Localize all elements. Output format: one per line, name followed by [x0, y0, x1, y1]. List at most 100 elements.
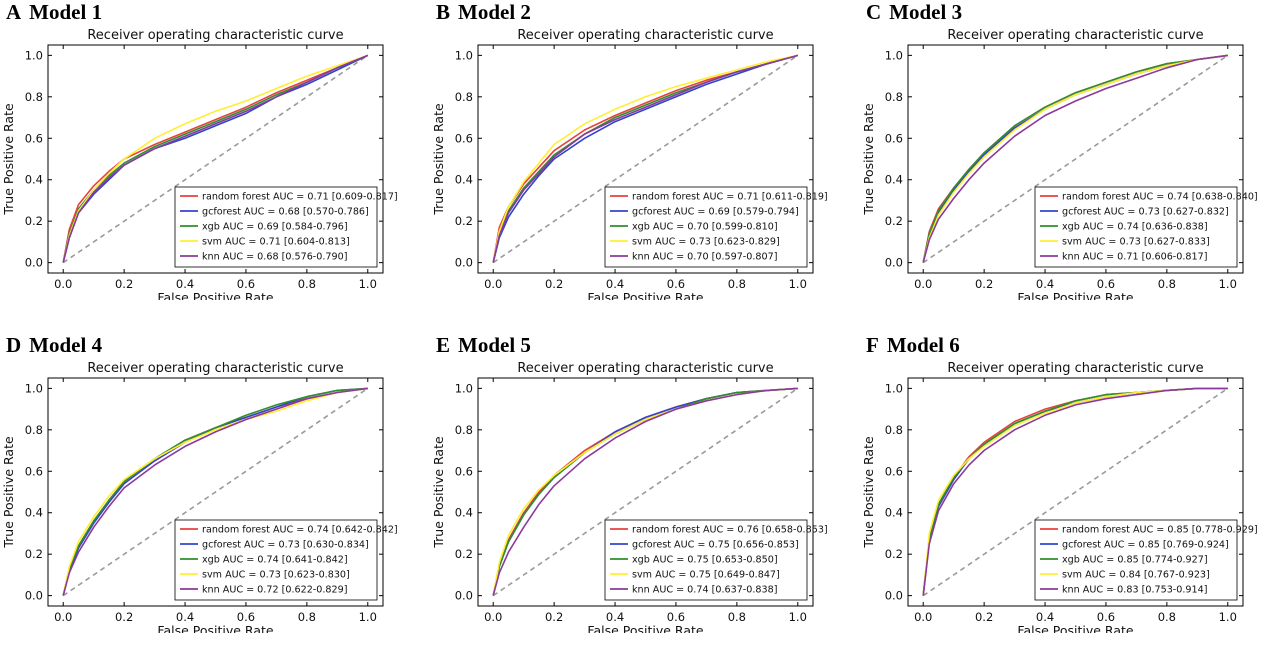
- y-axis-label: True Positive Rate: [1, 103, 16, 216]
- y-tick-label: 0.8: [455, 90, 473, 104]
- panel-letter: D: [6, 333, 22, 357]
- x-tick-label: 1.0: [789, 610, 807, 624]
- legend-entry-4: svm AUC = 0.84 [0.767-0.923]: [1062, 569, 1210, 580]
- roc-curve-2: [492, 54, 799, 263]
- legend-entry-2: gcforest AUC = 0.73 [0.627-0.832]: [1062, 206, 1229, 217]
- x-tick-label: 0.2: [545, 610, 563, 624]
- legend-box: [604, 519, 808, 601]
- x-tick-label: 0.6: [1097, 277, 1115, 291]
- legend-entry-5: knn AUC = 0.70 [0.597-0.807]: [632, 251, 777, 262]
- legend-box: [174, 186, 378, 268]
- y-axis-label: True Positive Rate: [1, 436, 16, 549]
- y-tick-label: 0.4: [885, 506, 903, 520]
- legend-entry-3: xgb AUC = 0.74 [0.641-0.842]: [202, 554, 348, 565]
- legend-entry-1: random forest AUC = 0.71 [0.611-0.819]: [632, 191, 828, 202]
- x-tick-label: 0.2: [545, 277, 563, 291]
- panel-model-name: Model 5: [458, 333, 531, 357]
- roc-panel-f: F Model 6 Receiver operating characterist…: [860, 333, 1260, 633]
- roc-chart-model-1: Receiver operating characteristic curve 0…: [1, 28, 398, 300]
- x-tick-label: 0.0: [914, 277, 932, 291]
- panel-heading: B Model 2: [436, 0, 531, 25]
- roc-curve-3: [922, 54, 1228, 263]
- legend-entry-1: random forest AUC = 0.85 [0.778-0.929]: [1062, 524, 1258, 535]
- y-axis-label: True Positive Rate: [431, 103, 446, 216]
- panel-letter: B: [436, 0, 451, 24]
- legend-entry-3: xgb AUC = 0.75 [0.653-0.850]: [632, 554, 778, 565]
- x-tick-label: 0.2: [975, 277, 993, 291]
- x-tick-label: 0.6: [667, 277, 685, 291]
- x-tick-label: 0.2: [975, 610, 993, 624]
- roc-curve-5: [922, 387, 1228, 596]
- legend-entry-5: knn AUC = 0.68 [0.576-0.790]: [202, 251, 347, 262]
- x-tick-label: 0.4: [1036, 610, 1054, 624]
- x-tick-label: 0.0: [54, 277, 72, 291]
- chance-diagonal-line: [492, 387, 799, 597]
- chance-diagonal-line: [492, 54, 799, 264]
- x-tick-label: 0.8: [298, 277, 316, 291]
- x-tick-label: 0.2: [115, 610, 133, 624]
- y-axis-label: True Positive Rate: [861, 436, 876, 549]
- x-tick-label: 1.0: [359, 277, 377, 291]
- x-tick-label: 0.6: [667, 610, 685, 624]
- plot-frame: [907, 377, 1244, 607]
- legend-box: [174, 519, 378, 601]
- x-tick-label: 1.0: [359, 610, 377, 624]
- chance-diagonal-line: [62, 387, 369, 597]
- chart-title: Receiver operating characteristic curve: [947, 28, 1203, 43]
- panel-heading: C Model 3: [866, 0, 962, 25]
- roc-curve-4: [62, 387, 368, 596]
- legend-entry-1: random forest AUC = 0.74 [0.642-0.842]: [202, 524, 398, 535]
- x-tick-label: 0.4: [176, 277, 194, 291]
- y-tick-label: 0.4: [25, 173, 43, 187]
- x-tick-label: 0.0: [54, 610, 72, 624]
- x-tick-label: 0.2: [115, 277, 133, 291]
- panel-heading: A Model 1: [6, 0, 102, 25]
- plot-frame: [477, 44, 814, 274]
- x-tick-label: 0.4: [176, 610, 194, 624]
- chance-diagonal-line: [922, 387, 1229, 597]
- x-tick-label: 0.0: [484, 277, 502, 291]
- panel-model-name: Model 2: [458, 0, 531, 24]
- y-tick-label: 0.2: [455, 214, 473, 228]
- x-tick-label: 0.6: [1097, 610, 1115, 624]
- roc-chart-model-6: Receiver operating characteristic curve 0…: [861, 361, 1258, 633]
- legend-entry-4: svm AUC = 0.73 [0.623-0.829]: [632, 236, 780, 247]
- x-axis-label: False Positive Rate: [587, 623, 703, 633]
- legend-entry-2: gcforest AUC = 0.69 [0.579-0.794]: [632, 206, 799, 217]
- panel-letter: E: [436, 333, 451, 357]
- x-tick-label: 0.8: [728, 610, 746, 624]
- roc-chart-model-4: Receiver operating characteristic curve 0…: [1, 361, 398, 633]
- panel-heading: F Model 6: [866, 333, 960, 358]
- panel-model-name: Model 4: [29, 333, 103, 357]
- legend-entry-4: svm AUC = 0.71 [0.604-0.813]: [202, 236, 350, 247]
- legend-entry-4: svm AUC = 0.73 [0.623-0.830]: [202, 569, 350, 580]
- y-tick-label: 0.0: [25, 589, 43, 603]
- y-tick-label: 0.0: [455, 256, 473, 270]
- plot-frame: [47, 44, 384, 274]
- y-tick-label: 1.0: [885, 48, 903, 62]
- x-tick-label: 1.0: [1219, 610, 1237, 624]
- y-axis-label: True Positive Rate: [861, 103, 876, 216]
- y-tick-label: 0.4: [885, 173, 903, 187]
- y-tick-label: 0.6: [455, 131, 473, 145]
- panel-model-name: Model 1: [29, 0, 103, 24]
- roc-curve-5: [62, 54, 369, 263]
- roc-curve-5: [62, 387, 368, 596]
- legend-entry-4: svm AUC = 0.75 [0.649-0.847]: [632, 569, 780, 580]
- x-tick-label: 0.0: [914, 610, 932, 624]
- y-tick-label: 0.6: [25, 131, 43, 145]
- x-tick-label: 1.0: [1219, 277, 1237, 291]
- y-tick-label: 0.0: [885, 256, 903, 270]
- roc-panel-d: D Model 4 Receiver operating characterist…: [0, 333, 400, 633]
- legend-entry-5: knn AUC = 0.83 [0.753-0.914]: [1062, 584, 1207, 595]
- x-tick-label: 0.4: [606, 277, 624, 291]
- chart-title: Receiver operating characteristic curve: [87, 28, 343, 43]
- roc-curve-4: [492, 54, 798, 263]
- roc-curve-1: [62, 54, 369, 263]
- legend-entry-4: svm AUC = 0.73 [0.627-0.833]: [1062, 236, 1210, 247]
- legend-box: [1034, 519, 1238, 601]
- y-tick-label: 1.0: [885, 381, 903, 395]
- legend-entry-2: gcforest AUC = 0.68 [0.570-0.786]: [202, 206, 369, 217]
- roc-panel-c: C Model 3 Receiver operating characterist…: [860, 0, 1260, 300]
- y-tick-label: 0.8: [885, 423, 903, 437]
